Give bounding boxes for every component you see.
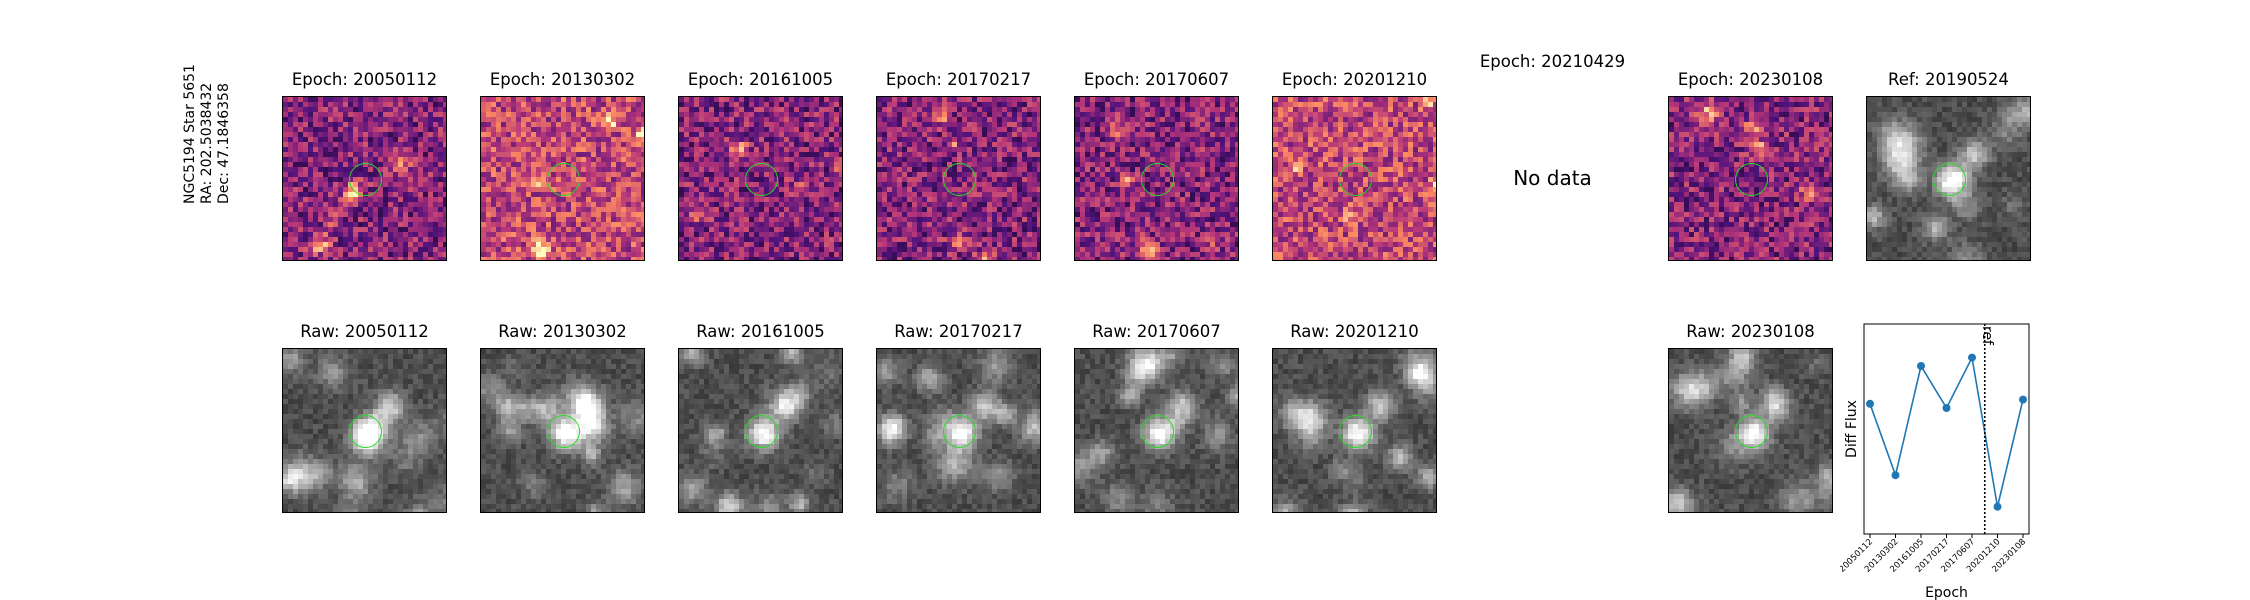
- raw-panel-4-title: Raw: 20170607: [1092, 322, 1221, 341]
- data-point-20201210: [1993, 502, 2002, 511]
- raw-panel-1-cutout: [480, 348, 645, 513]
- raw-panel-2-image: [679, 349, 842, 512]
- raw-panel-3-title: Raw: 20170217: [894, 322, 1023, 341]
- raw-panel-6-title: Raw: 20230108: [1686, 322, 1815, 341]
- star-ra: RA: 202.5038432: [199, 82, 215, 204]
- epoch-panel-4-image: [1075, 97, 1238, 260]
- epoch-panel-0-title: Epoch: 20050112: [291, 70, 438, 89]
- aperture-circle: [547, 163, 580, 196]
- epoch-panel-0-cutout: [282, 96, 447, 261]
- x-axis-label: Epoch: [1925, 585, 1968, 600]
- aperture-circle: [745, 163, 778, 196]
- star-info-label: NGC5194 Star 5651 RA: 202.5038432 Dec: 4…: [182, 64, 233, 204]
- aperture-circle: [943, 163, 976, 196]
- epoch-panel-3-title: Epoch: 20170217: [885, 70, 1032, 89]
- y-axis-label: Diff Flux: [1844, 400, 1860, 458]
- epoch-panel-8-image: [1867, 97, 2030, 260]
- aperture-circle: [349, 415, 382, 448]
- data-point-20130302: [1891, 471, 1900, 480]
- epoch-panel-7-title: Epoch: 20230108: [1677, 70, 1824, 89]
- raw-panel-1-title: Raw: 20130302: [498, 322, 627, 341]
- raw-panel-2-cutout: [678, 348, 843, 513]
- aperture-circle: [1735, 415, 1768, 448]
- epoch-panel-6-no-data: No data: [1513, 166, 1592, 190]
- data-point-20161005: [1917, 362, 1925, 370]
- epoch-panel-5-cutout: [1272, 96, 1437, 261]
- epoch-panel-3-cutout: [876, 96, 1041, 261]
- aperture-circle: [349, 163, 382, 196]
- data-point-20050112: [1866, 399, 1874, 408]
- ref-label: ref: [1979, 326, 1995, 346]
- raw-panel-3-cutout: [876, 348, 1041, 513]
- epoch-panel-2-title: Epoch: 20161005: [687, 70, 834, 89]
- aperture-circle: [1735, 163, 1768, 196]
- raw-panel-4-cutout: [1074, 348, 1239, 513]
- aperture-circle: [547, 415, 580, 448]
- epoch-panel-5-title: Epoch: 20201210: [1281, 70, 1428, 89]
- raw-panel-0-cutout: [282, 348, 447, 513]
- series-line: [1869, 355, 2024, 507]
- raw-panel-5-cutout: [1272, 348, 1437, 513]
- epoch-panel-7-cutout: [1668, 96, 1833, 261]
- aperture-circle: [1933, 163, 1966, 196]
- star-name: NGC5194 Star 5651: [182, 64, 198, 204]
- aperture-circle: [943, 415, 976, 448]
- epoch-panel-0-image: [283, 97, 446, 260]
- data-point-20170217: [1942, 404, 1951, 412]
- epoch-panel-8-title: Ref: 20190524: [1888, 70, 2009, 89]
- epoch-panel-4-title: Epoch: 20170607: [1083, 70, 1230, 89]
- raw-panel-1-image: [481, 349, 644, 512]
- raw-panel-6-cutout: [1668, 348, 1833, 513]
- raw-panel-2-title: Raw: 20161005: [696, 322, 825, 341]
- raw-panel-5-title: Raw: 20201210: [1290, 322, 1419, 341]
- plot-frame: [1863, 323, 2030, 535]
- raw-panel-0-title: Raw: 20050112: [300, 322, 429, 341]
- data-point-20170607: [1968, 353, 1976, 362]
- epoch-panel-7-image: [1669, 97, 1832, 260]
- aperture-circle: [1141, 415, 1174, 448]
- epoch-panel-6-title: Epoch: 20210429: [1479, 52, 1626, 71]
- epoch-panel-1-image: [481, 97, 644, 260]
- epoch-panel-2-cutout: [678, 96, 843, 261]
- epoch-panel-1-title: Epoch: 20130302: [489, 70, 636, 89]
- data-point-20230108: [2019, 395, 2027, 404]
- aperture-circle: [745, 415, 778, 448]
- epoch-panel-4-cutout: [1074, 96, 1239, 261]
- raw-panel-0-image: [283, 349, 446, 512]
- epoch-panel-1-cutout: [480, 96, 645, 261]
- epoch-panel-8-cutout: [1866, 96, 2031, 261]
- aperture-circle: [1339, 163, 1372, 196]
- diff-flux-chart: ref2005011220130302201610052017021720170…: [1840, 323, 2030, 600]
- aperture-circle: [1339, 415, 1372, 448]
- aperture-circle: [1141, 163, 1174, 196]
- star-dec: Dec: 47.1846358: [216, 83, 232, 204]
